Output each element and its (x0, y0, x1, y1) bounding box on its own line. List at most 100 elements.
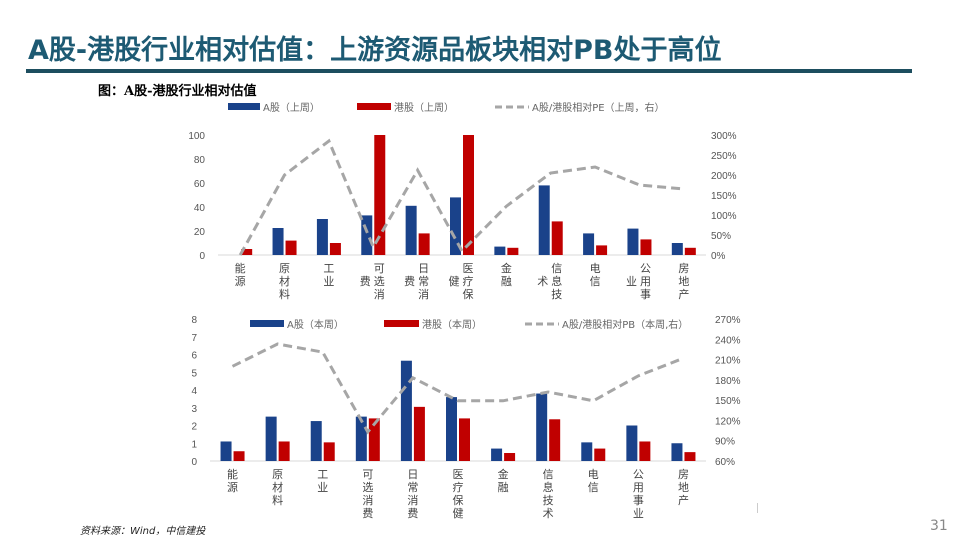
category-label: 工 (323, 262, 334, 275)
legend-label: A股/港股相对PE（上周，右） (532, 101, 665, 114)
category-label: 业 (323, 275, 334, 288)
bar-h-share (507, 247, 519, 255)
bar-h-share (329, 243, 341, 255)
right-axis-tick: 200% (711, 171, 737, 182)
right-axis-tick: 180% (715, 376, 741, 387)
category-label: 事 (633, 494, 644, 507)
page-number: 31 (930, 518, 948, 534)
right-axis-tick: 250% (711, 151, 737, 162)
right-axis-tick: 120% (715, 416, 741, 427)
relative-valuation-line (231, 342, 685, 435)
left-axis-tick: 20 (194, 227, 206, 238)
legend-swatch (357, 103, 391, 110)
right-axis-tick: 0% (711, 251, 726, 262)
bar-a-share (355, 416, 367, 461)
bar-a-share (316, 219, 328, 255)
category-label: 房 (678, 262, 689, 275)
bar-a-share (361, 215, 373, 255)
bar-a-share (626, 425, 638, 461)
category-label: 可 (362, 468, 373, 481)
category-label: 能 (227, 467, 238, 481)
category-label: 消 (362, 493, 373, 507)
title-divider (26, 69, 912, 73)
bar-h-share (549, 419, 561, 461)
category-label: 信 (590, 275, 601, 288)
legend-label: A股（本周） (287, 318, 344, 331)
category-label: 术 (543, 507, 554, 520)
bar-a-share (265, 416, 277, 461)
bar-a-share (538, 185, 550, 255)
legend-label: 港股（本周） (422, 318, 482, 331)
category-label: 原 (279, 262, 290, 275)
slide-title: A股-港股行业相对估值：上游资源品板块相对PB处于高位 (28, 35, 722, 66)
relative-valuation-line (238, 138, 684, 256)
bar-h-share (241, 249, 253, 255)
category-label: 疗 (453, 480, 464, 494)
bar-h-share (639, 441, 651, 461)
category-label: 能 (235, 261, 246, 275)
bar-a-share (671, 443, 683, 461)
legend-swatch (250, 320, 284, 327)
category-label: 地 (678, 481, 689, 494)
right-axis-tick: 150% (715, 396, 741, 407)
category-label: 健 (449, 275, 460, 288)
bar-h-share (278, 441, 290, 461)
category-label: 费 (407, 507, 418, 520)
bar-a-share (581, 442, 593, 461)
left-axis-tick: 5 (191, 368, 197, 379)
category-label: 常 (407, 481, 418, 494)
bar-h-share (413, 406, 425, 461)
bar-h-share (504, 453, 516, 461)
decorative-tick (757, 503, 758, 513)
bar-a-share (671, 243, 683, 255)
bar-a-share (627, 228, 639, 255)
bar-a-share (400, 360, 412, 461)
right-axis-tick: 240% (715, 335, 741, 346)
category-label: 金 (501, 261, 512, 275)
bar-h-share (640, 239, 652, 255)
category-label: 公 (640, 262, 651, 275)
category-label: 产 (678, 287, 689, 301)
category-label: 工 (317, 468, 328, 481)
left-axis-tick: 4 (191, 386, 197, 397)
category-label: 材 (279, 274, 290, 288)
category-label: 保 (463, 287, 474, 301)
bar-h-share (459, 418, 470, 461)
category-label: 技 (551, 288, 562, 301)
category-label: 业 (626, 275, 637, 288)
legend-label: A股（上周） (263, 102, 320, 114)
legend-label: A股/港股相对PB（本周,右） (562, 318, 688, 331)
category-label: 术 (537, 275, 548, 288)
left-axis-tick: 2 (191, 422, 197, 433)
left-axis-tick: 80 (194, 155, 206, 166)
left-axis-tick: 40 (194, 203, 206, 214)
right-axis-tick: 60% (715, 457, 735, 468)
category-label: 费 (362, 507, 373, 520)
category-label: 信 (588, 481, 599, 494)
bar-h-share (323, 442, 335, 461)
category-label: 料 (279, 287, 290, 301)
category-label: 息 (551, 274, 562, 288)
category-label: 料 (272, 493, 283, 507)
bar-h-share (684, 247, 696, 255)
bar-h-share (285, 240, 297, 255)
category-label: 日 (418, 262, 429, 275)
category-label: 源 (235, 274, 246, 288)
category-label: 用 (633, 481, 644, 494)
left-axis-tick: 1 (191, 439, 197, 450)
category-label: 融 (498, 481, 509, 494)
category-label: 消 (407, 493, 418, 507)
category-label: 电 (588, 468, 599, 481)
right-axis-tick: 150% (711, 191, 737, 202)
bar-h-share (463, 135, 474, 255)
category-label: 业 (633, 507, 644, 520)
left-axis-tick: 3 (191, 404, 197, 415)
category-label: 消 (418, 287, 429, 301)
category-label: 保 (453, 493, 464, 507)
category-label: 常 (418, 275, 429, 288)
category-label: 费 (404, 275, 415, 288)
bar-h-share (233, 451, 245, 461)
category-label: 材 (272, 480, 283, 494)
source-note: 资料来源：Wind，中信建投 (80, 526, 206, 537)
